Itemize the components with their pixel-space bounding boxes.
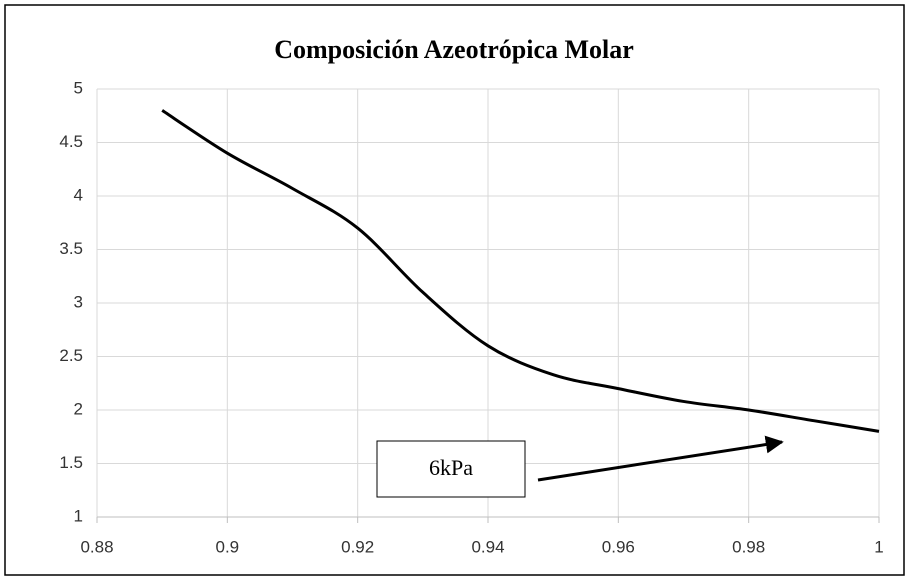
y-tick-label: 5	[74, 78, 83, 97]
y-tick-label: 3	[74, 292, 83, 311]
y-tick-label: 1.5	[59, 453, 83, 472]
grid: 1 1.5 2 2.5 3 3.5 4 4.5 5 0.88 0.9 0.92 0.94 0.96 0.98…	[59, 78, 883, 556]
series-line	[161, 109, 880, 433]
y-tick-label: 4	[74, 185, 83, 204]
annotation-box	[376, 440, 526, 498]
y-tick-label: 1	[74, 506, 83, 525]
chart-title: Composición Azeotrópica Molar	[274, 35, 634, 64]
x-tick-label: 0.9	[216, 537, 240, 556]
y-tick-label: 4.5	[59, 132, 83, 151]
annotation-arrow	[537, 435, 784, 482]
plot	[161, 109, 880, 433]
x-tick-label: 0.88	[80, 537, 113, 556]
y-tick-label: 3.5	[59, 239, 83, 258]
annotation: 6kPa	[429, 455, 473, 480]
y-tick-label: 2	[74, 399, 83, 418]
y-tick-label: 2.5	[59, 346, 83, 365]
x-tick-label: 0.98	[732, 537, 765, 556]
x-tick-label: 1	[874, 537, 883, 556]
x-tick-label: 0.96	[602, 537, 635, 556]
x-tick-label: 0.92	[341, 537, 374, 556]
x-tick-label: 0.94	[471, 537, 504, 556]
